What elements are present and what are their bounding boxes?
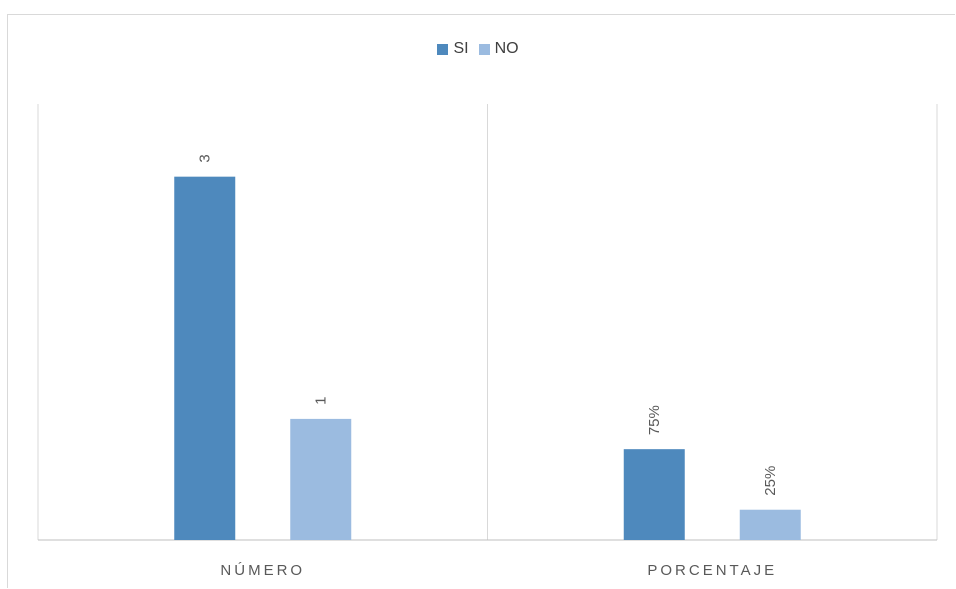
legend-swatch-no [478,43,490,55]
bar-si-0 [174,176,236,540]
bar-no-0 [290,418,352,540]
x-tick-label-1: PORCENTAJE [647,562,777,579]
data-label-si-0: 3 [197,154,214,162]
bar-si-1 [623,449,685,540]
legend-label-no: NO [494,40,519,57]
legend-swatch-si [437,43,449,55]
legend: SI NO [0,40,956,58]
legend-label-si: SI [453,40,469,57]
legend-item-no: NO [478,40,519,58]
data-label-no-1: 25% [762,466,779,496]
data-label-no-0: 1 [313,397,330,405]
data-label-si-1: 75% [646,405,663,435]
x-tick-label-0: NÚMERO [220,562,305,579]
bar-no-1 [739,509,801,540]
legend-item-si: SI [437,40,469,58]
chart-frame [7,14,955,588]
